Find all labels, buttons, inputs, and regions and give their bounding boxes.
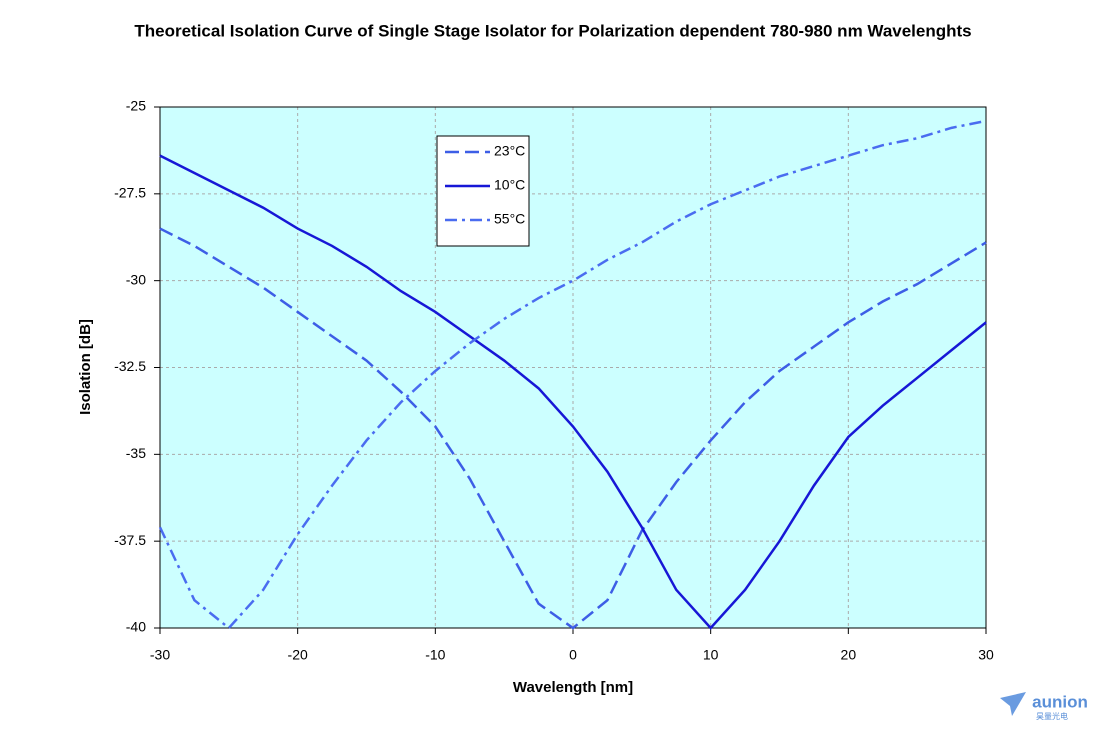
x-tick-label: -30 bbox=[150, 647, 170, 663]
watermark-sub: 昊量光电 bbox=[1036, 711, 1068, 721]
legend-label: 23°C bbox=[494, 143, 525, 159]
legend-label: 10°C bbox=[494, 177, 525, 193]
logo-icon bbox=[1000, 692, 1026, 716]
legend-box bbox=[436, 135, 530, 247]
legend: 23°C 10°C 55°C bbox=[436, 135, 530, 247]
y-tick-label: -32.5 bbox=[114, 358, 146, 374]
x-tick-label: -20 bbox=[288, 647, 308, 663]
x-tick-label: 20 bbox=[841, 647, 857, 663]
x-tick-label: 10 bbox=[703, 647, 719, 663]
x-tick-label: -10 bbox=[425, 647, 445, 663]
y-axis-label: Isolation [dB] bbox=[77, 319, 94, 415]
y-tick-label: -30 bbox=[126, 271, 146, 287]
x-tick-label: 30 bbox=[978, 647, 994, 663]
y-tick-label: -35 bbox=[126, 445, 146, 461]
logo: aunion 昊量光电 bbox=[1000, 692, 1088, 721]
chart-title: Theoretical Isolation Curve of Single St… bbox=[134, 21, 971, 40]
x-tick-label: 0 bbox=[569, 647, 577, 663]
x-axis-label: Wavelength [nm] bbox=[513, 679, 633, 696]
watermark: aunion bbox=[1032, 692, 1088, 711]
series-line bbox=[159, 227, 987, 630]
y-tick-label: -25 bbox=[126, 98, 146, 114]
y-tick-label: -37.5 bbox=[114, 532, 146, 548]
y-tick-label: -40 bbox=[126, 619, 146, 635]
y-tick-label: -27.5 bbox=[114, 185, 146, 201]
legend-label: 55°C bbox=[494, 211, 525, 227]
series-line bbox=[159, 154, 987, 630]
